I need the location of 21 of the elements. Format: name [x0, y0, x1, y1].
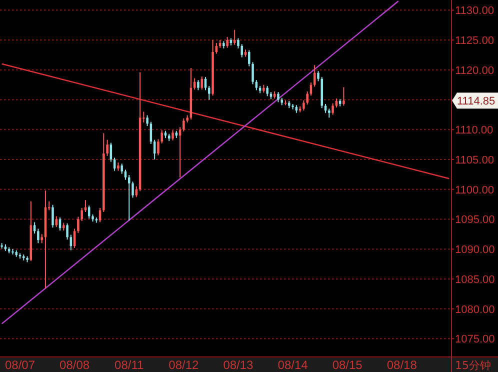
y-tick-label: 1100.00	[455, 184, 494, 196]
x-tick-label: 08/08	[60, 358, 90, 372]
text: 15分钟	[455, 359, 491, 372]
x-tick-label: 08/15	[332, 358, 363, 372]
y-tick-label: 1095.00	[455, 214, 495, 226]
y-tick-label: 1110.00	[455, 124, 494, 137]
y-tick-label: 1085.00	[455, 274, 495, 286]
text: 1114.85	[457, 96, 496, 108]
y-tick-label: 1120.00	[455, 64, 494, 77]
y-tick-label: 1090.00	[455, 244, 495, 256]
y-tick-label: 1105.00	[455, 154, 494, 166]
y-tick-label: 1130.00	[455, 5, 494, 18]
y-tick-label: 1125.00	[455, 35, 494, 48]
x-tick-label: 08/07	[4, 358, 36, 372]
x-tick-label: 08/18	[386, 358, 418, 372]
x-tick-label: 08/12	[168, 358, 200, 372]
y-tick-label: 1080.00	[455, 304, 495, 316]
x-tick-label: 08/14	[278, 358, 308, 372]
y-tick-label: 1075.00	[455, 334, 495, 346]
x-tick-label: 08/11	[114, 358, 144, 372]
x-tick-label: 08/13	[223, 358, 254, 372]
